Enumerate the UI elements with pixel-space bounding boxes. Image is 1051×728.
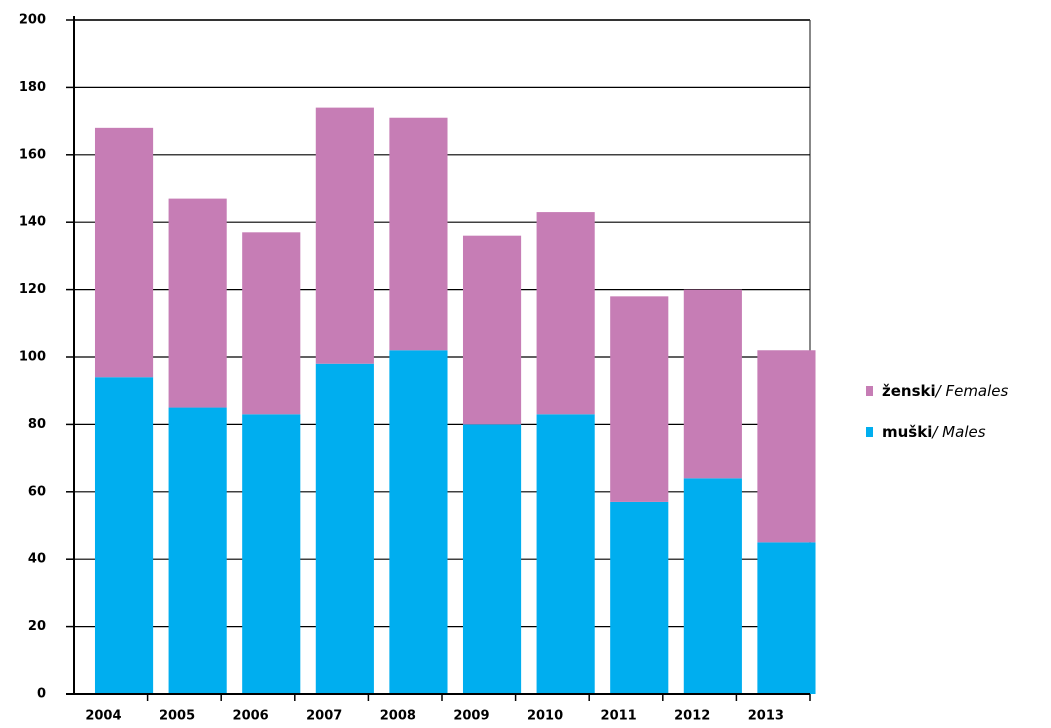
bar-segment: [757, 350, 816, 543]
bar-segment: [610, 296, 669, 502]
y-tick-label: 100: [19, 350, 46, 365]
bar-segment: [168, 407, 227, 694]
bar-segment: [462, 235, 522, 425]
legend-swatch: [866, 427, 873, 437]
bar-segment: [315, 107, 374, 364]
legend-swatch: [866, 386, 873, 396]
bar-segment: [610, 501, 669, 694]
x-tick-label: 2008: [380, 709, 416, 724]
y-tick-label: 0: [37, 687, 46, 702]
y-tick-label: 200: [19, 13, 46, 28]
bar-segment: [94, 127, 154, 378]
bar-segment: [536, 414, 595, 694]
bar-segment: [389, 350, 448, 694]
legend-label: muški/ Males: [882, 423, 986, 441]
bar-segment: [94, 377, 154, 694]
bar-segment: [536, 212, 595, 415]
y-tick-label: 40: [28, 552, 46, 567]
bar-segment: [242, 232, 301, 415]
x-tick-label: 2005: [159, 709, 195, 724]
y-tick-label: 160: [19, 147, 46, 162]
y-tick-label: 20: [28, 619, 46, 634]
y-tick-label: 60: [28, 484, 46, 499]
legend-label: ženski/ Females: [882, 382, 1009, 400]
x-tick-label: 2012: [674, 709, 710, 724]
bar-segment: [242, 414, 301, 694]
bar-segment: [683, 478, 742, 694]
x-tick-label: 2009: [453, 709, 489, 724]
bar-segment: [757, 542, 816, 694]
x-tick-label: 2007: [306, 709, 342, 724]
x-tick-label: 2006: [233, 709, 269, 724]
bar-segment: [462, 424, 522, 694]
x-tick-label: 2013: [748, 709, 784, 724]
x-tick-label: 2004: [85, 709, 121, 724]
x-tick-label: 2011: [601, 709, 637, 724]
y-tick-label: 140: [19, 215, 46, 230]
bar-segment: [315, 363, 374, 694]
y-tick-label: 180: [19, 80, 46, 95]
bar-segment: [168, 198, 227, 408]
bar-segment: [389, 117, 448, 351]
bar-segment: [683, 289, 742, 479]
y-tick-label: 80: [28, 417, 46, 432]
y-tick-label: 120: [19, 282, 46, 297]
x-tick-label: 2010: [527, 709, 563, 724]
